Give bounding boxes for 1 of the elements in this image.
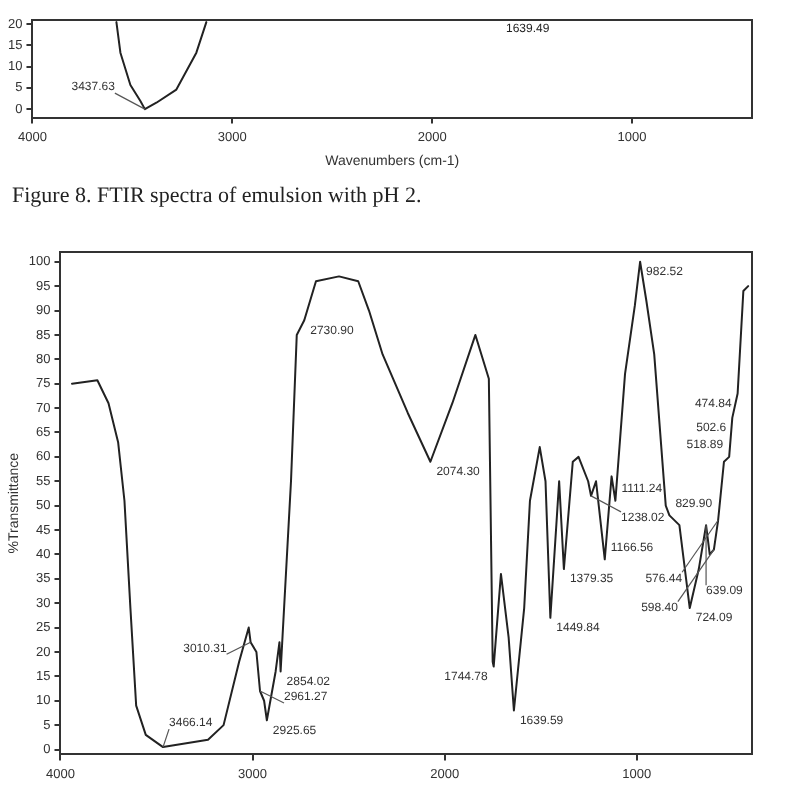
caption: Figure 8. FTIR spectra of emulsion with pH 2. <box>12 184 422 208</box>
